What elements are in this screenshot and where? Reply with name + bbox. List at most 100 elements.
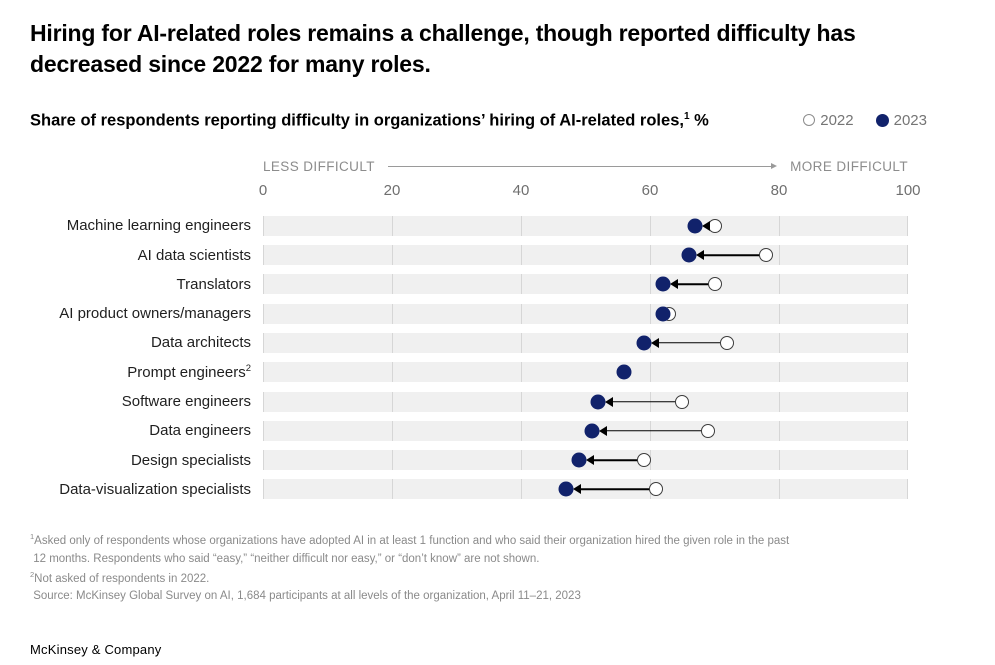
gridline [263, 332, 264, 353]
dot-2022 [701, 423, 716, 438]
axis-arrow-line [387, 165, 772, 167]
x-tick-label: 0 [258, 182, 268, 200]
gridline [392, 245, 393, 266]
gridline [907, 391, 908, 412]
axis-header: LESS DIFFICULT MORE DIFFICULT [263, 156, 908, 176]
footnote-line: 1Asked only of respondents whose organiz… [30, 532, 790, 547]
gridline [263, 274, 264, 295]
chart-subtitle: Share of respondents reporting difficult… [30, 111, 709, 131]
gridline [521, 332, 522, 353]
dot-2023 [636, 335, 652, 351]
gridline [392, 215, 393, 236]
subtitle-footnote-marker: 1 [683, 110, 690, 122]
gridline [650, 215, 651, 236]
gridline [907, 362, 908, 383]
chart-row: Machine learning engineers [30, 211, 965, 240]
filled-circle-icon [875, 113, 889, 127]
row-band [263, 274, 908, 295]
axis-right-label: MORE DIFFICULT [790, 158, 908, 174]
gridline [521, 245, 522, 266]
tick-spacer [30, 182, 263, 202]
row-footnote-marker: 2 [245, 363, 251, 375]
x-tick-label: 100 [895, 182, 921, 200]
dot-2023 [681, 247, 697, 263]
change-arrow-line [580, 488, 657, 491]
change-arrow-head-icon [669, 279, 678, 290]
row-label: AI product owners/managers [59, 305, 251, 323]
open-circle-icon [803, 114, 816, 127]
legend: 2022 2023 [781, 112, 927, 129]
gridline [521, 362, 522, 383]
change-arrow-head-icon [702, 220, 711, 231]
x-axis-ticks: 0 20 40 60 80 100 [259, 182, 921, 202]
chart-row: Translators [30, 270, 965, 299]
x-tick-label: 20 [383, 182, 401, 200]
dot-2022 [707, 277, 722, 292]
row-band [263, 303, 908, 324]
footnote-marker: 2 [30, 569, 35, 579]
dot-2023 [584, 423, 600, 439]
chart-row: AI data scientists [30, 240, 965, 269]
dot-2022 [720, 335, 735, 350]
legend-label: 2023 [893, 111, 927, 129]
gridline [263, 420, 264, 441]
row-label: Translators [176, 275, 251, 293]
gridline [521, 274, 522, 295]
gridline [521, 303, 522, 324]
x-axis: 0 20 40 60 80 100 [30, 182, 965, 202]
dot-2022 [759, 248, 774, 263]
gridline [392, 391, 393, 412]
axis-direction-arrow [387, 163, 778, 170]
gridline [907, 450, 908, 471]
gridline [779, 450, 780, 471]
row-band [263, 362, 908, 383]
gridline [907, 420, 908, 441]
change-arrow-head-icon [586, 455, 595, 466]
row-label: Data-visualization specialists [59, 480, 251, 498]
change-arrow-line [605, 430, 709, 432]
gridline [392, 332, 393, 353]
dumbbell-chart: LESS DIFFICULT MORE DIFFICULT 0 20 40 60 80 1… [30, 156, 965, 504]
gridline [779, 362, 780, 383]
footnotes: 1Asked only of respondents whose organiz… [30, 531, 890, 606]
chart-row: Data-visualization specialists [30, 475, 965, 504]
legend-label: 2022 [820, 111, 854, 129]
change-arrow-head-icon [573, 484, 582, 495]
x-tick-label: 60 [641, 182, 659, 200]
gridline [779, 332, 780, 353]
chart-row: Data engineers [30, 416, 965, 445]
dot-2022 [649, 482, 664, 497]
dot-2022 [636, 453, 651, 468]
gridline [907, 479, 908, 500]
gridline [779, 303, 780, 324]
gridline [521, 420, 522, 441]
footnote-line: 12 months. Respondents who said “easy,” … [30, 552, 540, 565]
chart-row: Data architects [30, 328, 965, 357]
gridline [779, 479, 780, 500]
row-label: Software engineers [121, 393, 251, 411]
legend-item-2023: 2023 [875, 111, 927, 129]
row-label: Machine learning engineers [66, 217, 251, 235]
gridline [263, 245, 264, 266]
axis-header-row: LESS DIFFICULT MORE DIFFICULT [30, 156, 965, 176]
gridline [907, 215, 908, 236]
axis-arrow-head-icon [771, 163, 778, 170]
gridline [263, 391, 264, 412]
gridline [779, 274, 780, 295]
dot-2023 [571, 452, 587, 468]
dot-2022 [675, 394, 690, 409]
gridline [779, 420, 780, 441]
gridline [907, 303, 908, 324]
gridline [263, 362, 264, 383]
change-arrow-line [676, 283, 715, 286]
gridline [392, 274, 393, 295]
row-label: Prompt engineers2 [127, 363, 251, 382]
gridline [392, 479, 393, 500]
page-title: Hiring for AI-related roles remains a ch… [30, 20, 856, 77]
dot-2023 [558, 481, 574, 497]
subtitle-unit: % [689, 111, 709, 130]
dot-2023 [655, 306, 671, 322]
gridline [907, 274, 908, 295]
gridline [779, 215, 780, 236]
